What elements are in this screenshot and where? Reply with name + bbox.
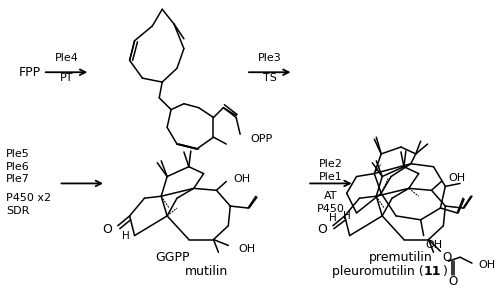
- Text: OH: OH: [448, 173, 466, 182]
- Text: FPP: FPP: [19, 66, 42, 79]
- Text: OH: OH: [233, 173, 250, 184]
- Text: 11: 11: [424, 265, 441, 278]
- Text: H: H: [343, 211, 350, 221]
- Text: premutilin: premutilin: [369, 251, 433, 264]
- Text: OH: OH: [426, 240, 442, 251]
- Text: AT: AT: [324, 191, 338, 201]
- Text: SDR: SDR: [6, 206, 30, 216]
- Text: ): ): [444, 265, 448, 278]
- Text: mutilin: mutilin: [185, 265, 228, 278]
- Text: OH: OH: [238, 244, 256, 254]
- Text: Ple4: Ple4: [54, 54, 78, 63]
- Text: O: O: [442, 251, 452, 264]
- Text: Ple5: Ple5: [6, 149, 30, 159]
- Text: pleuromutilin (: pleuromutilin (: [332, 265, 424, 278]
- Text: OPP: OPP: [250, 134, 272, 144]
- Text: O: O: [317, 223, 327, 236]
- Text: Ple1: Ple1: [319, 171, 343, 182]
- Text: GGPP: GGPP: [155, 251, 190, 264]
- Text: O: O: [102, 223, 112, 236]
- Text: P450 x2: P450 x2: [6, 193, 52, 203]
- Text: PT: PT: [60, 73, 74, 83]
- Text: Ple3: Ple3: [258, 54, 281, 63]
- Text: Ple2: Ple2: [319, 159, 343, 169]
- Text: OH: OH: [478, 260, 495, 270]
- Text: H: H: [122, 230, 130, 241]
- Text: P450: P450: [317, 204, 345, 214]
- Text: O: O: [448, 275, 458, 288]
- Text: Ple6: Ple6: [6, 162, 30, 172]
- Text: TS: TS: [263, 73, 276, 83]
- Text: H: H: [329, 213, 337, 223]
- Text: Ple7: Ple7: [6, 175, 30, 184]
